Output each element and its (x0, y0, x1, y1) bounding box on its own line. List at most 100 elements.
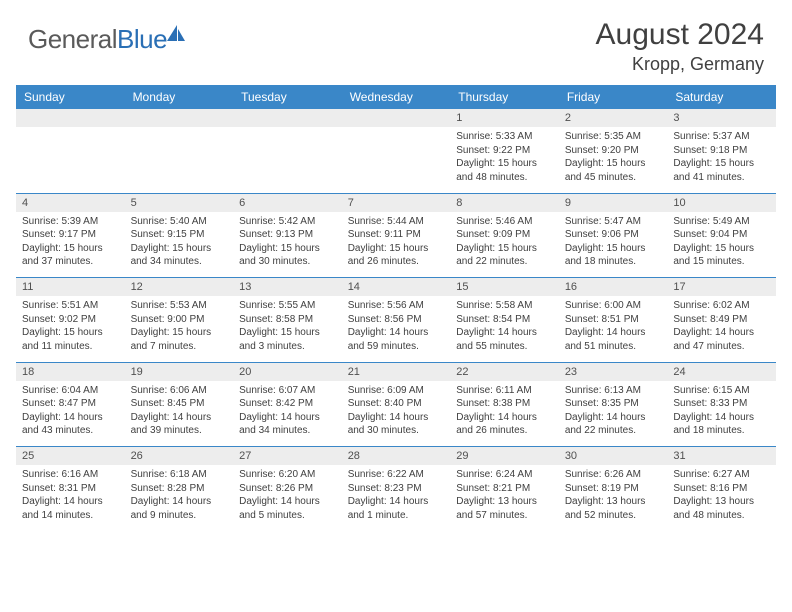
day-content-cell: Sunrise: 6:02 AMSunset: 8:49 PMDaylight:… (667, 296, 776, 362)
sunset-line: Sunset: 8:16 PM (673, 482, 770, 496)
daylight-line: Daylight: 15 hours and 45 minutes. (565, 157, 662, 184)
day-number-cell: 27 (233, 447, 342, 466)
day-number-cell: 6 (233, 193, 342, 212)
sunset-line: Sunset: 9:06 PM (565, 228, 662, 242)
sunrise-line: Sunrise: 5:58 AM (456, 299, 553, 313)
weekday-header-row: SundayMondayTuesdayWednesdayThursdayFrid… (16, 85, 776, 109)
sunrise-line: Sunrise: 6:02 AM (673, 299, 770, 313)
sunrise-line: Sunrise: 6:13 AM (565, 384, 662, 398)
day-number-cell: 10 (667, 193, 776, 212)
day-content-cell (16, 127, 125, 193)
sunrise-line: Sunrise: 6:22 AM (348, 468, 445, 482)
sunset-line: Sunset: 9:09 PM (456, 228, 553, 242)
day-number-row: 45678910 (16, 193, 776, 212)
day-content-cell: Sunrise: 5:37 AMSunset: 9:18 PMDaylight:… (667, 127, 776, 193)
sunset-line: Sunset: 8:40 PM (348, 397, 445, 411)
sunrise-line: Sunrise: 6:24 AM (456, 468, 553, 482)
day-number-cell (16, 109, 125, 127)
day-number-cell: 16 (559, 278, 668, 297)
day-content-cell: Sunrise: 5:35 AMSunset: 9:20 PMDaylight:… (559, 127, 668, 193)
day-number-cell: 7 (342, 193, 451, 212)
day-number-row: 25262728293031 (16, 447, 776, 466)
page-title: August 2024 (596, 18, 764, 52)
daylight-line: Daylight: 14 hours and 5 minutes. (239, 495, 336, 522)
sunrise-line: Sunrise: 6:26 AM (565, 468, 662, 482)
day-content-cell: Sunrise: 5:56 AMSunset: 8:56 PMDaylight:… (342, 296, 451, 362)
day-content-cell: Sunrise: 6:18 AMSunset: 8:28 PMDaylight:… (125, 465, 234, 531)
sunset-line: Sunset: 8:28 PM (131, 482, 228, 496)
sunrise-line: Sunrise: 5:51 AM (22, 299, 119, 313)
day-content-cell: Sunrise: 5:53 AMSunset: 9:00 PMDaylight:… (125, 296, 234, 362)
sunrise-line: Sunrise: 5:49 AM (673, 215, 770, 229)
day-number-cell: 15 (450, 278, 559, 297)
sunset-line: Sunset: 8:38 PM (456, 397, 553, 411)
sunset-line: Sunset: 8:26 PM (239, 482, 336, 496)
day-number-cell: 2 (559, 109, 668, 127)
sunrise-line: Sunrise: 5:39 AM (22, 215, 119, 229)
day-number-cell: 4 (16, 193, 125, 212)
day-content-cell: Sunrise: 6:11 AMSunset: 8:38 PMDaylight:… (450, 381, 559, 447)
day-content-cell: Sunrise: 6:07 AMSunset: 8:42 PMDaylight:… (233, 381, 342, 447)
sunset-line: Sunset: 8:45 PM (131, 397, 228, 411)
sunrise-line: Sunrise: 6:09 AM (348, 384, 445, 398)
sunrise-line: Sunrise: 6:18 AM (131, 468, 228, 482)
day-content-cell: Sunrise: 5:40 AMSunset: 9:15 PMDaylight:… (125, 212, 234, 278)
sunset-line: Sunset: 8:54 PM (456, 313, 553, 327)
day-number-row: 11121314151617 (16, 278, 776, 297)
day-number-cell: 22 (450, 362, 559, 381)
day-number-cell: 25 (16, 447, 125, 466)
sunrise-line: Sunrise: 6:07 AM (239, 384, 336, 398)
sunrise-line: Sunrise: 6:11 AM (456, 384, 553, 398)
day-content-row: Sunrise: 6:16 AMSunset: 8:31 PMDaylight:… (16, 465, 776, 531)
weekday-header: Wednesday (342, 85, 451, 109)
sunset-line: Sunset: 8:33 PM (673, 397, 770, 411)
daylight-line: Daylight: 15 hours and 7 minutes. (131, 326, 228, 353)
daylight-line: Daylight: 15 hours and 11 minutes. (22, 326, 119, 353)
day-content-cell (233, 127, 342, 193)
logo-word2: Blue (117, 24, 167, 54)
day-content-cell: Sunrise: 5:42 AMSunset: 9:13 PMDaylight:… (233, 212, 342, 278)
sunrise-line: Sunrise: 5:55 AM (239, 299, 336, 313)
daylight-line: Daylight: 15 hours and 15 minutes. (673, 242, 770, 269)
sunset-line: Sunset: 9:15 PM (131, 228, 228, 242)
title-block: August 2024 Kropp, Germany (596, 18, 764, 75)
day-number-cell: 23 (559, 362, 668, 381)
daylight-line: Daylight: 14 hours and 55 minutes. (456, 326, 553, 353)
sunset-line: Sunset: 9:20 PM (565, 144, 662, 158)
day-number-cell: 1 (450, 109, 559, 127)
day-number-cell (342, 109, 451, 127)
day-content-cell: Sunrise: 5:33 AMSunset: 9:22 PMDaylight:… (450, 127, 559, 193)
location-subtitle: Kropp, Germany (596, 54, 764, 75)
weekday-header: Sunday (16, 85, 125, 109)
header: GeneralBlue August 2024 Kropp, Germany (0, 0, 792, 85)
sunrise-line: Sunrise: 5:33 AM (456, 130, 553, 144)
day-content-cell: Sunrise: 6:16 AMSunset: 8:31 PMDaylight:… (16, 465, 125, 531)
daylight-line: Daylight: 14 hours and 59 minutes. (348, 326, 445, 353)
sunset-line: Sunset: 8:19 PM (565, 482, 662, 496)
daylight-line: Daylight: 14 hours and 43 minutes. (22, 411, 119, 438)
daylight-line: Daylight: 14 hours and 26 minutes. (456, 411, 553, 438)
sunset-line: Sunset: 9:02 PM (22, 313, 119, 327)
day-content-cell: Sunrise: 6:04 AMSunset: 8:47 PMDaylight:… (16, 381, 125, 447)
day-number-cell: 14 (342, 278, 451, 297)
logo-text: GeneralBlue (28, 24, 167, 55)
daylight-line: Daylight: 15 hours and 48 minutes. (456, 157, 553, 184)
sunrise-line: Sunrise: 5:56 AM (348, 299, 445, 313)
daylight-line: Daylight: 14 hours and 39 minutes. (131, 411, 228, 438)
sunset-line: Sunset: 8:31 PM (22, 482, 119, 496)
sunset-line: Sunset: 8:35 PM (565, 397, 662, 411)
sunrise-line: Sunrise: 6:20 AM (239, 468, 336, 482)
day-number-cell: 28 (342, 447, 451, 466)
day-content-cell: Sunrise: 6:00 AMSunset: 8:51 PMDaylight:… (559, 296, 668, 362)
daylight-line: Daylight: 14 hours and 14 minutes. (22, 495, 119, 522)
day-content-cell: Sunrise: 6:26 AMSunset: 8:19 PMDaylight:… (559, 465, 668, 531)
day-content-cell: Sunrise: 6:13 AMSunset: 8:35 PMDaylight:… (559, 381, 668, 447)
sunset-line: Sunset: 9:18 PM (673, 144, 770, 158)
daylight-line: Daylight: 14 hours and 22 minutes. (565, 411, 662, 438)
day-number-cell: 12 (125, 278, 234, 297)
sunset-line: Sunset: 8:42 PM (239, 397, 336, 411)
sunset-line: Sunset: 8:23 PM (348, 482, 445, 496)
day-content-row: Sunrise: 5:51 AMSunset: 9:02 PMDaylight:… (16, 296, 776, 362)
day-number-row: 123 (16, 109, 776, 127)
daylight-line: Daylight: 14 hours and 51 minutes. (565, 326, 662, 353)
